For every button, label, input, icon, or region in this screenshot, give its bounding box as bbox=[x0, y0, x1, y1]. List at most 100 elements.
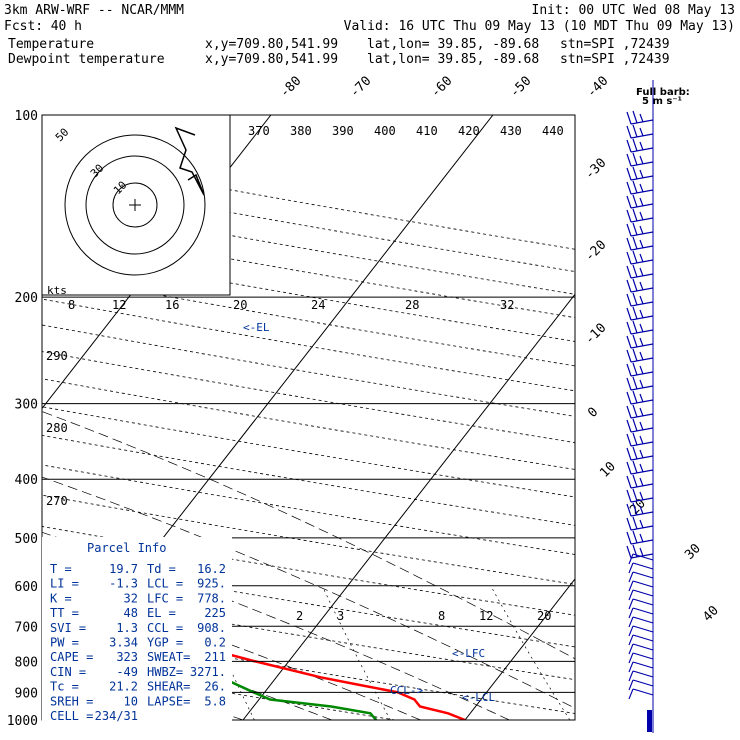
wind-barb bbox=[628, 589, 654, 601]
mixing-ratio-label: 3 bbox=[337, 609, 344, 623]
parcel-info-title: Parcel Info bbox=[87, 541, 166, 555]
wind-barb bbox=[626, 474, 654, 489]
wind-barb bbox=[626, 488, 654, 503]
fcst-value: 40 h bbox=[51, 19, 82, 34]
wind-barb bbox=[626, 460, 654, 475]
isotherm-line bbox=[687, 115, 740, 720]
parcel-row-value: 1.3 bbox=[116, 621, 138, 635]
wind-barb bbox=[626, 138, 654, 153]
wind-barb bbox=[628, 670, 654, 682]
hodograph-speed-label: 8 bbox=[68, 298, 75, 312]
isotherm-side-label: -30 bbox=[582, 156, 609, 183]
parcel-row-value: -1.3 bbox=[109, 577, 138, 591]
pressure-tick-label: 100 bbox=[15, 109, 38, 124]
legend-temperature-latlon: lat,lon= 39.85, -89.68 bbox=[367, 37, 539, 52]
pressure-tick-label: 1000 bbox=[7, 714, 38, 729]
parcel-row-value: -49 bbox=[116, 665, 138, 679]
pressure-tick-label: 500 bbox=[15, 532, 38, 547]
hodograph-unit-label: kts bbox=[47, 284, 67, 297]
wind-barb bbox=[626, 530, 654, 545]
parcel-row-key2: Td = bbox=[147, 562, 176, 576]
barb-legend-line1: Full barb: bbox=[636, 87, 690, 98]
moist-adiabat bbox=[42, 411, 575, 660]
wind-barb bbox=[628, 679, 654, 691]
lcl-label: <-LCL bbox=[462, 691, 495, 704]
wind-barb bbox=[626, 544, 654, 559]
parcel-row-key2: LFC = bbox=[147, 591, 183, 605]
init-time: Init: 00 UTC Wed 08 May 13 bbox=[532, 3, 736, 18]
wind-barb bbox=[626, 320, 654, 335]
theta-label: 410 bbox=[416, 124, 438, 138]
dry-adiabat bbox=[42, 324, 575, 417]
parcel-row-value: 3.34 bbox=[109, 636, 138, 650]
el-label: <-EL bbox=[243, 321, 270, 334]
wind-barb bbox=[626, 404, 654, 419]
wind-barb bbox=[626, 110, 654, 125]
hodograph-speed-label: 16 bbox=[165, 298, 179, 312]
wind-barb bbox=[626, 376, 654, 391]
isotherm-side-label: 30 bbox=[682, 541, 704, 563]
wind-barb bbox=[628, 688, 654, 700]
parcel-row-value2: 5.8 bbox=[204, 694, 226, 708]
hodograph-speed-label: 12 bbox=[112, 298, 126, 312]
wind-barb bbox=[626, 180, 654, 195]
parcel-row-value: 234/31 bbox=[95, 709, 138, 723]
legend-dewpoint-stn: stn=SPI ,72439 bbox=[560, 52, 670, 67]
barb-legend-line2: 5 m s⁻¹ bbox=[642, 96, 682, 107]
parcel-row-value: 48 bbox=[124, 606, 138, 620]
parcel-row-value2: 778. bbox=[197, 591, 226, 605]
isotherm-side-label: 0 bbox=[585, 405, 601, 421]
wind-barb bbox=[626, 152, 654, 167]
wind-barb bbox=[628, 553, 654, 565]
wind-barb bbox=[628, 607, 654, 619]
wind-barb bbox=[628, 643, 654, 655]
dry-adiabat bbox=[42, 625, 575, 714]
parcel-row-key: CAPE = bbox=[50, 650, 93, 664]
isotherm-top-label: -70 bbox=[347, 74, 374, 101]
parcel-row-key2: SHEAR= bbox=[147, 680, 190, 694]
parcel-row-key: TT = bbox=[50, 606, 79, 620]
valid-time: Valid: 16 UTC Thu 09 May 13 (10 MDT Thu … bbox=[344, 19, 735, 34]
isotherm-side-label: -10 bbox=[582, 321, 609, 348]
wind-barb bbox=[626, 516, 654, 531]
parcel-info-rows: T = 19.7 Td = 16.2 LI = -1.3 LCL = 925. K = 32 LFC… bbox=[50, 562, 226, 723]
legend-dewpoint-xy: x,y=709.80,541.99 bbox=[205, 52, 338, 67]
parcel-row-key: K = bbox=[50, 591, 72, 605]
dry-adiabat bbox=[42, 351, 575, 444]
wind-barb bbox=[626, 236, 654, 251]
moist-adiabat bbox=[42, 476, 575, 709]
theta-label: 420 bbox=[458, 124, 480, 138]
parcel-row-key: PW = bbox=[50, 636, 79, 650]
parcel-info-background bbox=[42, 537, 232, 733]
wind-barb bbox=[626, 446, 654, 461]
hodograph-trace bbox=[174, 126, 205, 196]
wind-barb bbox=[628, 652, 654, 664]
wind-barb bbox=[628, 562, 654, 574]
isotherm-top-label: -60 bbox=[428, 74, 455, 101]
wind-barb bbox=[626, 222, 654, 237]
legend-temperature-name: Temperature bbox=[8, 37, 94, 52]
parcel-row-value2: 0.2 bbox=[204, 636, 226, 650]
parcel-row-value2: 3271. bbox=[190, 665, 226, 679]
temperature-profile bbox=[42, 591, 466, 720]
parcel-row-key: LI = bbox=[50, 577, 79, 591]
hodograph-speed-label: 20 bbox=[233, 298, 247, 312]
parcel-row-key: Tc = bbox=[50, 680, 79, 694]
theta-label: 370 bbox=[248, 124, 270, 138]
wind-barb bbox=[628, 598, 654, 610]
pressure-tick-label: 600 bbox=[15, 580, 38, 595]
mixing-ratio-label: 2 bbox=[296, 609, 303, 623]
wind-barb bbox=[626, 306, 654, 321]
parcel-row-key: CELL = bbox=[50, 709, 93, 723]
hodograph-speed-label: 28 bbox=[405, 298, 419, 312]
hodograph-ring bbox=[85, 155, 185, 255]
isotherm-top-label: -80 bbox=[277, 74, 304, 101]
wind-barb bbox=[628, 571, 654, 583]
parcel-row-key2: LAPSE= bbox=[147, 694, 190, 708]
wind-barb bbox=[628, 580, 654, 592]
dry-adiabat bbox=[42, 298, 575, 392]
parcel-row-value: 10 bbox=[124, 694, 138, 708]
